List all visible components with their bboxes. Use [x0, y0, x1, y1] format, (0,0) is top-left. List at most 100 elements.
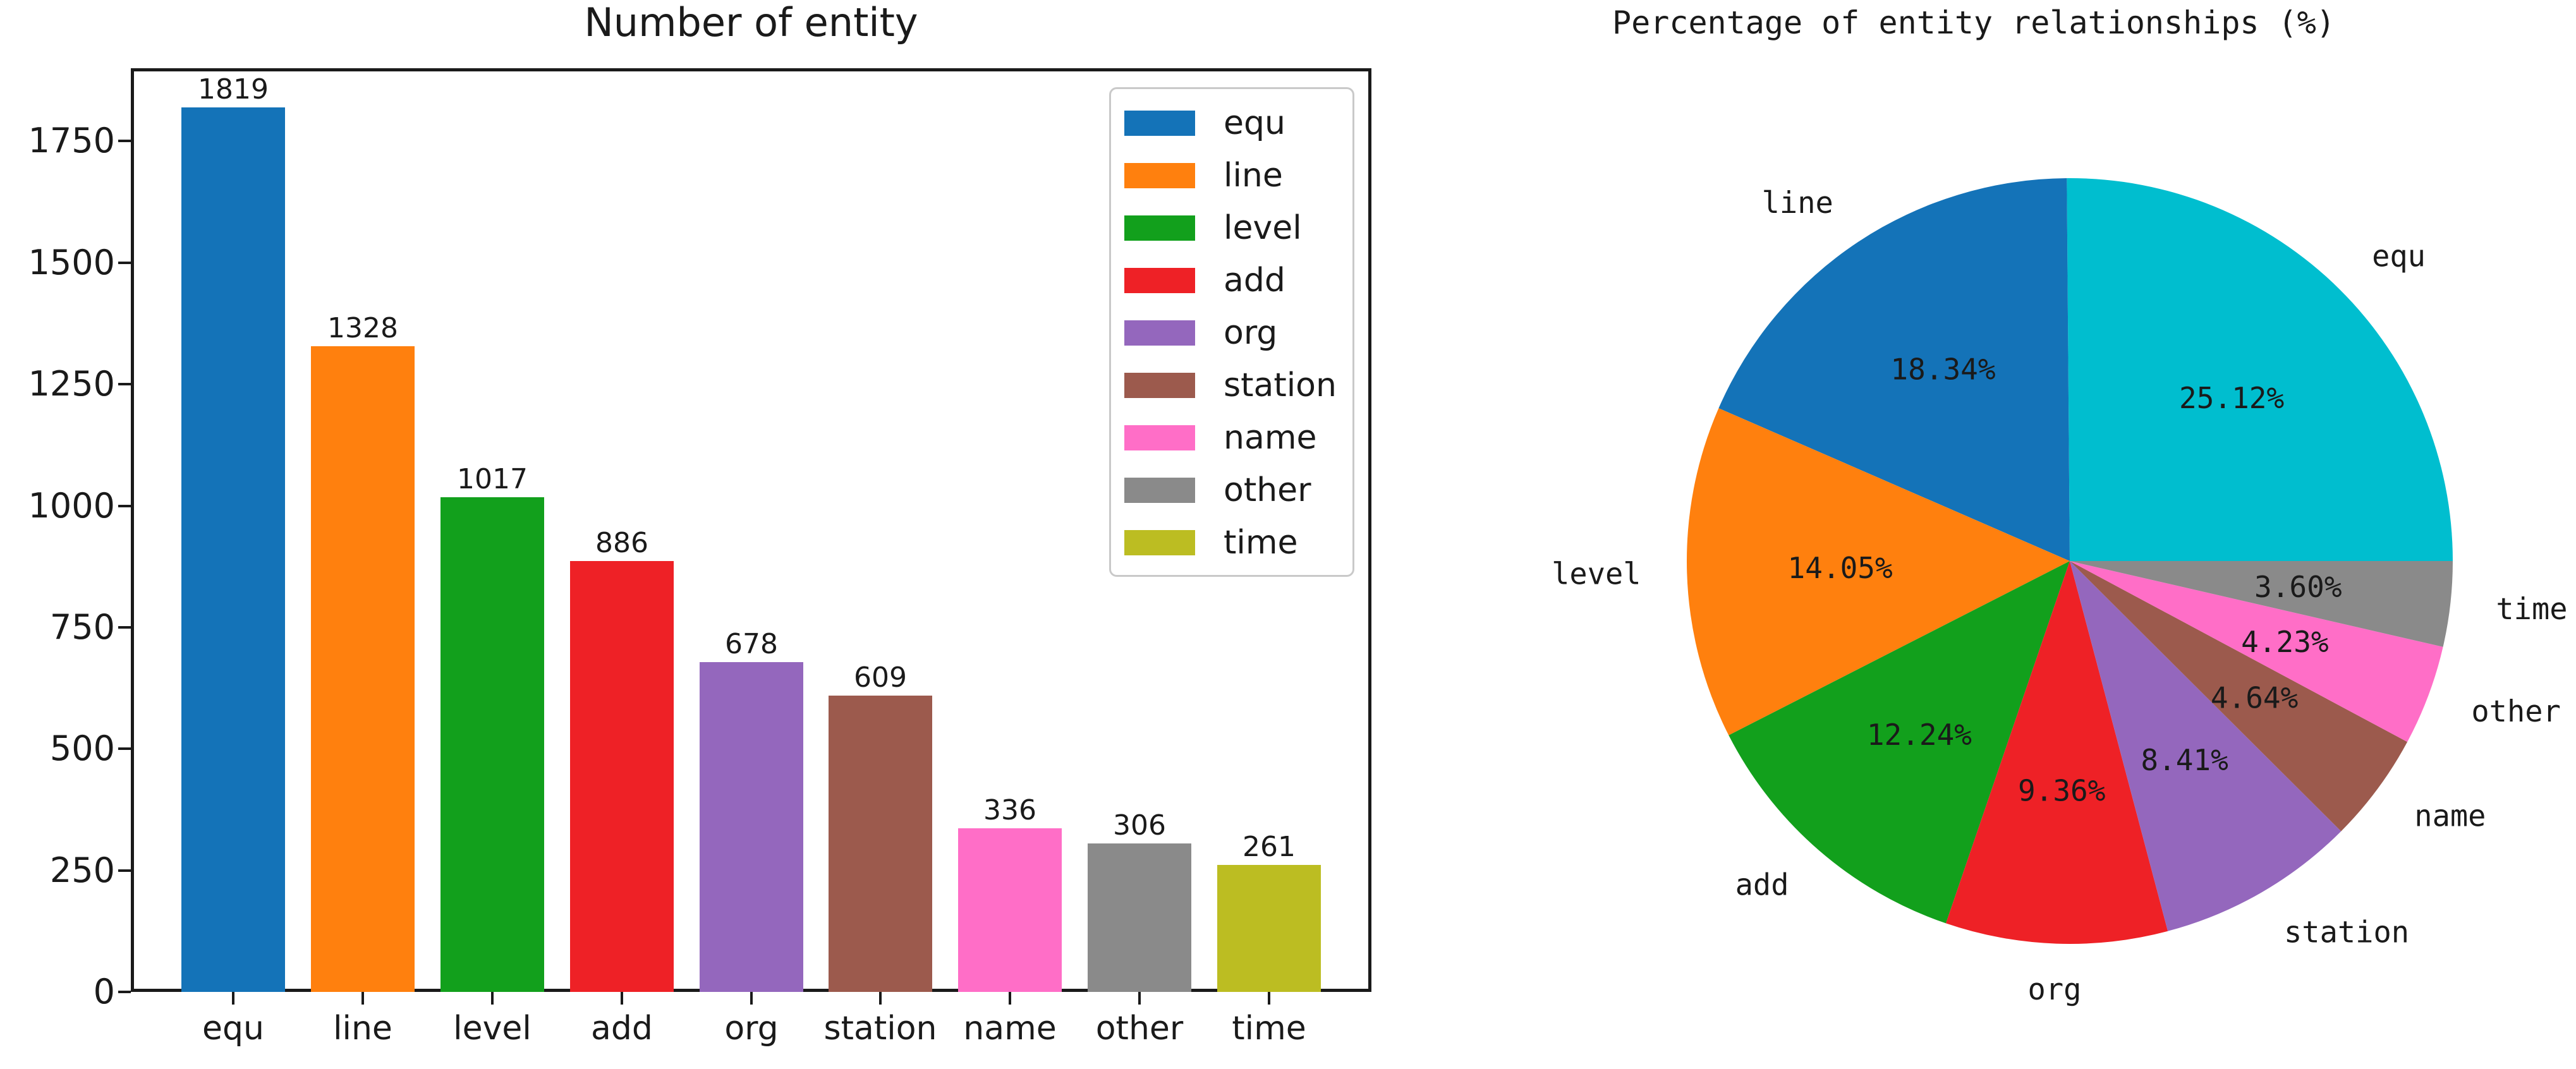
y-tick-label-1250: 1250 — [28, 364, 115, 404]
pie-pct-label-station: 8.41% — [2141, 743, 2228, 777]
legend-swatch-other — [1124, 477, 1195, 503]
y-tick-mark — [118, 747, 131, 750]
x-tick-label-other: other — [1095, 1010, 1184, 1048]
legend-label: equ — [1224, 104, 1285, 142]
legend-swatch-org — [1124, 320, 1195, 346]
x-tick-label-add: add — [591, 1010, 653, 1048]
x-tick-label-station: station — [823, 1010, 937, 1048]
y-tick-mark — [118, 869, 131, 872]
bar-chart-title: Number of entity — [584, 0, 918, 45]
y-tick-label-1750: 1750 — [28, 121, 115, 160]
y-tick-mark — [118, 626, 131, 629]
y-tick-mark — [118, 383, 131, 385]
legend-swatch-station — [1124, 372, 1195, 398]
legend-label: name — [1224, 418, 1317, 457]
y-tick-mark — [118, 140, 131, 142]
pie-slice-equ — [2067, 178, 2453, 561]
x-tick-label-time: time — [1232, 1010, 1306, 1048]
pie-label-line: line — [1762, 186, 1833, 220]
y-tick-label-500: 500 — [49, 728, 115, 768]
y-tick-label-0: 0 — [93, 972, 115, 1012]
pie-label-level: level — [1552, 557, 1641, 591]
bar-value-label-add: 886 — [595, 527, 648, 559]
legend-label: other — [1224, 471, 1311, 509]
x-tick-mark — [361, 992, 364, 1005]
x-tick-label-level: level — [453, 1010, 532, 1048]
x-tick-label-name: name — [963, 1010, 1057, 1048]
pie-label-name: name — [2414, 799, 2486, 834]
bar-value-label-time: 261 — [1242, 831, 1296, 863]
pie-pct-label-equ: 25.12% — [2179, 381, 2284, 415]
bar-line — [311, 346, 415, 992]
x-tick-mark — [750, 992, 753, 1005]
y-tick-mark — [118, 262, 131, 264]
bar-equ — [181, 107, 285, 992]
bar-org — [700, 662, 803, 992]
pie-label-other: other — [2471, 694, 2560, 729]
pie-pct-label-line: 18.34% — [1890, 353, 1995, 387]
x-tick-label-equ: equ — [202, 1010, 264, 1048]
x-tick-mark — [1268, 992, 1270, 1005]
pie-slice-level — [1686, 408, 2070, 735]
bar-value-label-level: 1017 — [457, 463, 528, 495]
pie-pct-label-add: 12.24% — [1867, 718, 1972, 752]
x-tick-mark — [1138, 992, 1141, 1005]
legend-item-name: name — [1111, 411, 1352, 464]
pie-chart-title: Percentage of entity relationships (%) — [1612, 4, 2335, 41]
pie-pct-label-org: 9.36% — [2018, 773, 2105, 807]
pie-label-time: time — [2496, 592, 2567, 627]
legend-label: station — [1224, 366, 1337, 404]
x-tick-mark — [1009, 992, 1011, 1005]
pie-slice-other — [2070, 561, 2443, 742]
legend-item-time: time — [1111, 516, 1352, 569]
legend-item-station: station — [1111, 359, 1352, 411]
legend-item-equ: equ — [1111, 97, 1352, 149]
x-tick-mark — [232, 992, 234, 1005]
x-tick-mark — [491, 992, 494, 1005]
legend-label: add — [1224, 261, 1285, 299]
legend-swatch-add — [1124, 267, 1195, 293]
x-tick-mark — [879, 992, 882, 1005]
legend-swatch-equ — [1124, 110, 1195, 136]
bar-time — [1217, 865, 1321, 992]
pie-label-equ: equ — [2372, 239, 2426, 274]
legend-swatch-level — [1124, 215, 1195, 241]
pie-label-org: org — [2028, 972, 2082, 1007]
pie-pct-label-name: 4.64% — [2211, 681, 2298, 715]
y-tick-label-250: 250 — [49, 850, 115, 890]
bar-value-label-other: 306 — [1113, 809, 1166, 842]
y-tick-mark — [118, 505, 131, 507]
pie-chart: 25.12% equ 18.34% line 14.05% level 12.24% add 9… — [1552, 178, 2568, 1007]
pie-pct-label-level: 14.05% — [1788, 551, 1893, 585]
bar-station — [829, 696, 932, 992]
bar-value-label-equ: 1819 — [198, 73, 269, 106]
x-tick-label-org: org — [724, 1010, 779, 1048]
pie-slice-time — [2070, 561, 2453, 647]
y-tick-label-750: 750 — [49, 607, 115, 647]
legend-label: level — [1224, 208, 1302, 247]
legend-item-add: add — [1111, 254, 1352, 306]
bar-other — [1088, 843, 1191, 992]
y-tick-label-1000: 1000 — [28, 486, 115, 526]
pie-label-station: station — [2284, 915, 2409, 950]
legend-item-org: org — [1111, 306, 1352, 359]
pie-slice-name — [2070, 561, 2408, 831]
legend-item-level: level — [1111, 202, 1352, 254]
pie-pct-label-time: 3.60% — [2254, 570, 2342, 604]
x-tick-label-line: line — [333, 1010, 392, 1048]
bar-add — [570, 561, 674, 992]
bar-value-label-name: 336 — [983, 794, 1036, 826]
pie-slice-org — [1946, 561, 2168, 944]
legend-swatch-time — [1124, 529, 1195, 555]
bar-value-label-org: 678 — [725, 628, 778, 660]
bar-level — [440, 497, 544, 992]
pie-pct-label-other: 4.23% — [2241, 625, 2328, 659]
legend: equ line level add org station name other time — [1109, 87, 1354, 577]
y-tick-label-1500: 1500 — [28, 243, 115, 282]
legend-label: time — [1224, 523, 1298, 562]
legend-swatch-line — [1124, 162, 1195, 188]
x-tick-mark — [621, 992, 623, 1005]
legend-label: org — [1224, 313, 1278, 352]
legend-item-other: other — [1111, 464, 1352, 516]
